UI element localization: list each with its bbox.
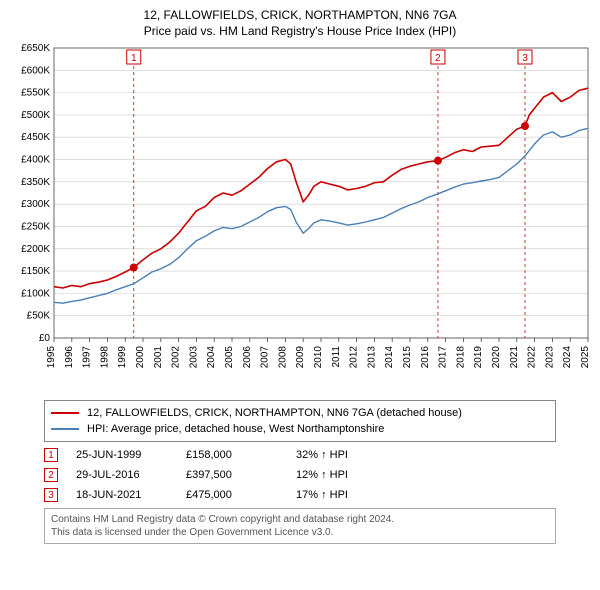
- event-marker-dot: [521, 122, 529, 130]
- x-tick-label: 2019: [473, 346, 484, 369]
- x-tick-label: 2016: [420, 346, 431, 369]
- y-tick-label: £500K: [21, 110, 50, 121]
- x-tick-label: 2004: [206, 346, 217, 369]
- x-tick-label: 2021: [509, 346, 520, 369]
- x-tick-label: 2015: [402, 346, 413, 369]
- x-tick-label: 2023: [544, 346, 555, 369]
- legend-box: 12, FALLOWFIELDS, CRICK, NORTHAMPTON, NN…: [44, 400, 556, 442]
- x-tick-label: 2000: [135, 346, 146, 369]
- y-tick-label: £100K: [21, 288, 50, 299]
- event-row: 2 29-JUL-2016£397,50012% ↑ HPI: [44, 468, 556, 482]
- legend-swatch: [51, 412, 79, 414]
- y-tick-label: £50K: [27, 311, 51, 322]
- event-row: 1 25-JUN-1999£158,00032% ↑ HPI: [44, 448, 556, 462]
- x-tick-label: 2017: [438, 346, 449, 369]
- events-list: 1 25-JUN-1999£158,00032% ↑ HPI 2 29-JUL-201…: [44, 448, 556, 502]
- x-tick-label: 2007: [260, 346, 271, 369]
- x-tick-label: 2013: [366, 346, 377, 369]
- legend-label: 12, FALLOWFIELDS, CRICK, NORTHAMPTON, NN…: [87, 407, 462, 419]
- x-tick-label: 2020: [491, 346, 502, 369]
- event-marker-dot: [130, 264, 138, 272]
- event-date: 25-JUN-1999: [76, 449, 186, 461]
- event-hpi: 12% ↑ HPI: [296, 469, 348, 481]
- event-badge: 3: [44, 488, 58, 502]
- x-tick-label: 2011: [331, 346, 342, 368]
- x-tick-label: 2024: [562, 346, 573, 369]
- legend-row: 12, FALLOWFIELDS, CRICK, NORTHAMPTON, NN…: [51, 405, 549, 421]
- x-tick-label: 1995: [46, 346, 57, 369]
- legend-row: HPI: Average price, detached house, West…: [51, 421, 549, 437]
- event-price: £397,500: [186, 469, 296, 481]
- y-tick-label: £0: [39, 333, 51, 344]
- event-date: 18-JUN-2021: [76, 489, 186, 501]
- y-tick-label: £200K: [21, 244, 50, 255]
- x-tick-label: 2018: [455, 346, 466, 369]
- attribution-box: Contains HM Land Registry data © Crown c…: [44, 508, 556, 544]
- x-tick-label: 1998: [99, 346, 110, 369]
- y-tick-label: £450K: [21, 132, 50, 143]
- y-tick-label: £350K: [21, 177, 50, 188]
- x-tick-label: 2003: [188, 346, 199, 369]
- event-badge: 1: [44, 448, 58, 462]
- y-tick-label: £150K: [21, 266, 50, 277]
- y-tick-label: £300K: [21, 199, 50, 210]
- x-tick-label: 2009: [295, 346, 306, 369]
- x-tick-label: 1999: [117, 346, 128, 369]
- event-badge: 2: [44, 468, 58, 482]
- x-tick-label: 2022: [527, 346, 538, 369]
- event-hpi: 17% ↑ HPI: [296, 489, 348, 501]
- x-tick-label: 2005: [224, 346, 235, 369]
- x-tick-label: 2008: [277, 346, 288, 369]
- legend-label: HPI: Average price, detached house, West…: [87, 423, 384, 435]
- event-marker-number: 2: [435, 53, 441, 64]
- y-tick-label: £650K: [21, 43, 50, 54]
- legend-swatch: [51, 428, 79, 430]
- x-tick-label: 2014: [384, 346, 395, 369]
- x-tick-label: 1996: [64, 346, 75, 369]
- x-tick-label: 1997: [82, 346, 93, 369]
- x-tick-label: 2002: [171, 346, 182, 369]
- attribution-line-2: This data is licensed under the Open Gov…: [51, 526, 549, 539]
- event-marker-dot: [434, 157, 442, 165]
- price-chart-svg: £0 £50K £100K £150K £200K £250K £300K £350K £400…: [8, 42, 592, 392]
- x-tick-label: 2001: [153, 346, 164, 369]
- event-price: £158,000: [186, 449, 296, 461]
- event-marker-number: 3: [522, 53, 528, 64]
- page-container: 12, FALLOWFIELDS, CRICK, NORTHAMPTON, NN…: [0, 0, 600, 590]
- y-tick-label: £250K: [21, 221, 50, 232]
- chart-area: £0 £50K £100K £150K £200K £250K £300K £350K £400…: [8, 42, 592, 392]
- chart-title: 12, FALLOWFIELDS, CRICK, NORTHAMPTON, NN…: [8, 8, 592, 22]
- event-hpi: 32% ↑ HPI: [296, 449, 348, 461]
- chart-subtitle: Price paid vs. HM Land Registry's House …: [8, 24, 592, 38]
- x-tick-label: 2025: [580, 346, 591, 369]
- event-date: 29-JUL-2016: [76, 469, 186, 481]
- x-tick-label: 2010: [313, 346, 324, 369]
- event-price: £475,000: [186, 489, 296, 501]
- event-marker-number: 1: [131, 53, 137, 64]
- attribution-line-1: Contains HM Land Registry data © Crown c…: [51, 513, 549, 526]
- x-tick-label: 2006: [242, 346, 253, 369]
- y-tick-label: £550K: [21, 88, 50, 99]
- y-tick-label: £400K: [21, 155, 50, 166]
- x-tick-label: 2012: [349, 346, 360, 369]
- y-tick-label: £600K: [21, 65, 50, 76]
- event-row: 3 18-JUN-2021£475,00017% ↑ HPI: [44, 488, 556, 502]
